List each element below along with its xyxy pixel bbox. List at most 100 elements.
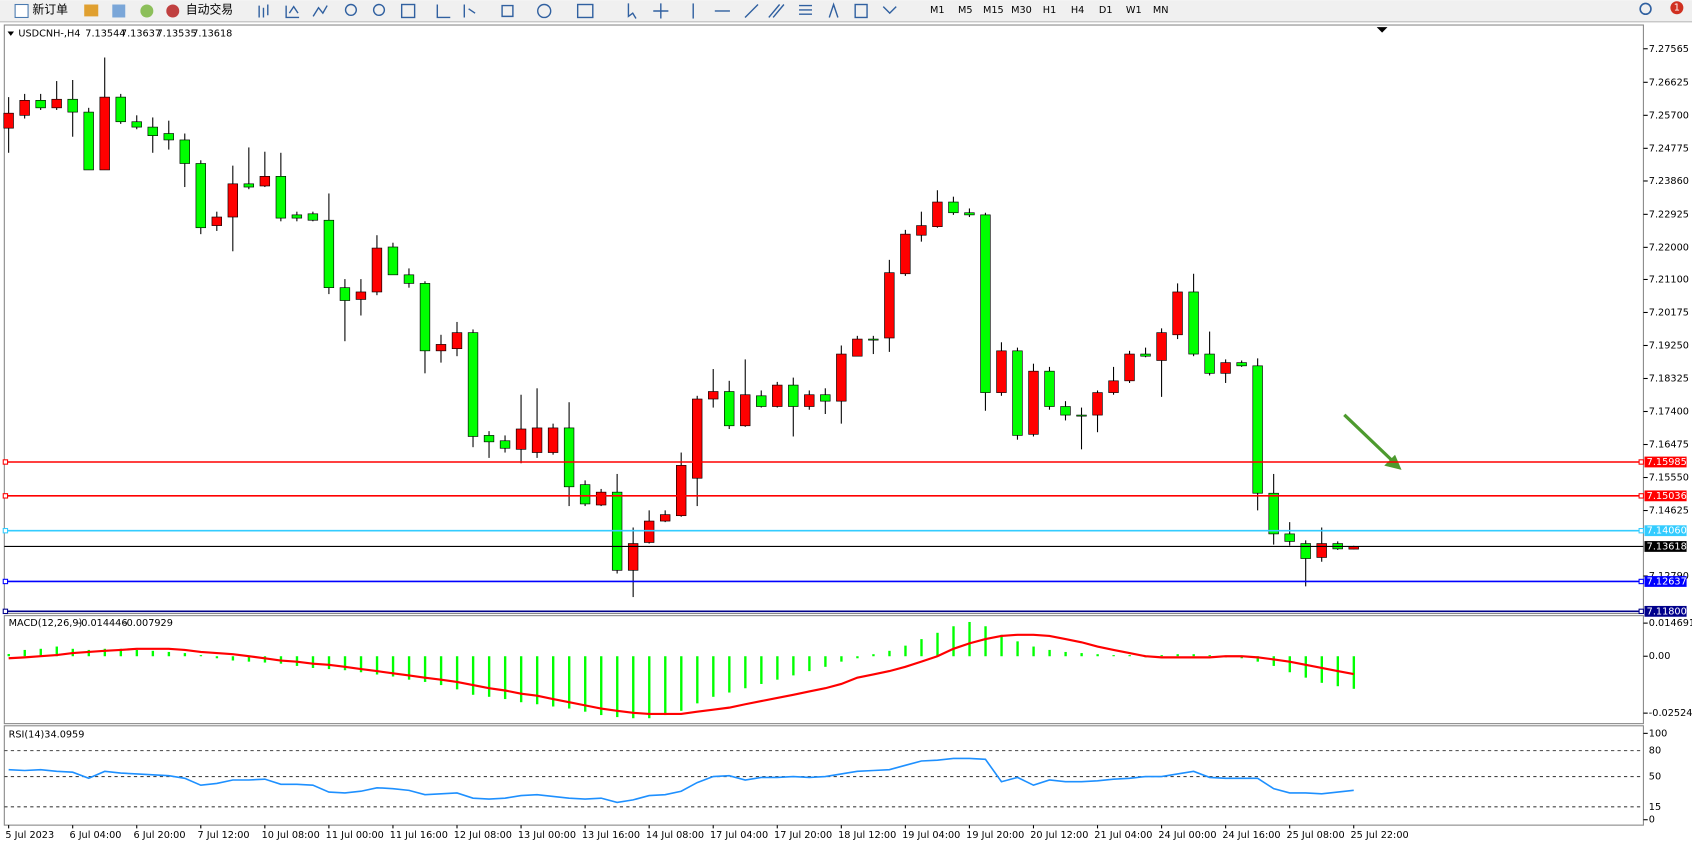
macd-bar (824, 656, 827, 667)
level-handle (2, 608, 9, 615)
toolbar-icon[interactable] (140, 4, 154, 18)
toolbar-icon[interactable] (112, 4, 126, 18)
candle-body (1300, 543, 1311, 559)
level-label-bg (1644, 525, 1687, 537)
x-tick-label: 11 Jul 16:00 (390, 830, 448, 841)
macd-bar (1080, 653, 1083, 657)
candle-body (403, 274, 415, 284)
level-label: 7.12637 (1647, 576, 1687, 587)
macd-bar (343, 656, 347, 671)
level-label-bg (1644, 605, 1687, 617)
candle-body (1204, 353, 1215, 374)
x-tick-label: 19 Jul 04:00 (902, 830, 960, 841)
candle-body (724, 391, 735, 427)
macd-bar (23, 649, 26, 657)
y-tick-label: 80 (1649, 746, 1661, 757)
level-handle (2, 578, 9, 585)
macd-bar (135, 649, 139, 657)
macd-bar (1208, 655, 1211, 657)
candle-body (1044, 370, 1055, 407)
macd-bar (455, 656, 459, 690)
macd-bar (840, 656, 843, 662)
y-tick-label: 50 (1649, 772, 1661, 783)
candle-body (1124, 353, 1135, 382)
macd-bar (952, 626, 955, 657)
macd-bar (888, 650, 891, 657)
timeframe-button[interactable]: W1 (1126, 5, 1142, 16)
drawing-tools[interactable] (258, 2, 897, 19)
y-tick-label: 0.00 (1649, 651, 1671, 662)
y-tick-label: 7.17400 (1649, 407, 1689, 418)
macd-bar (327, 656, 331, 670)
level-handle (1638, 578, 1644, 585)
candle-body (115, 96, 126, 123)
new-order-button[interactable]: 新订单 (32, 2, 68, 16)
auto-trading-button[interactable]: 自动交易 (186, 2, 233, 16)
macd-bar (1320, 656, 1323, 683)
search-icon[interactable] (1639, 2, 1652, 16)
candle-body (147, 126, 158, 136)
macd-bar (744, 656, 747, 689)
x-tick-label: 6 Jul 04:00 (69, 830, 121, 841)
timeframe-button[interactable]: D1 (1099, 5, 1113, 16)
macd-bar (968, 621, 971, 657)
timeframe-button[interactable]: H1 (1043, 5, 1056, 16)
y-tick-label: 100 (1649, 728, 1668, 739)
y-tick-label: 0.014691 (1649, 618, 1692, 629)
candle-body (323, 219, 335, 289)
macd-bar (39, 648, 42, 657)
macd-bar (1352, 656, 1356, 689)
toolbar-icon[interactable] (84, 4, 99, 17)
candle-body (1156, 332, 1167, 361)
macd-bar (1272, 656, 1275, 666)
macd-bar (247, 656, 251, 662)
macd-panel (3, 615, 1644, 725)
level-handle (1638, 527, 1644, 534)
macd-value: -0.014446 (78, 618, 128, 629)
auto-trading-icon[interactable] (166, 4, 180, 18)
macd-bar (103, 648, 107, 657)
candle-body (788, 384, 799, 407)
candle-body (499, 440, 511, 449)
macd-bar (1048, 649, 1051, 657)
candle-body (1092, 392, 1103, 416)
timeframe-button[interactable]: MN (1153, 5, 1169, 16)
rsi-value: 34.0959 (44, 729, 84, 740)
timeframe-button[interactable]: M5 (958, 5, 973, 16)
y-tick-label: 7.22000 (1649, 242, 1689, 253)
macd-bar (55, 646, 58, 657)
macd-bar (792, 656, 795, 676)
rsi-panel (3, 725, 1644, 826)
x-tick-label: 24 Jul 00:00 (1158, 830, 1216, 841)
new-order-icon[interactable] (14, 3, 29, 19)
candle-body (740, 394, 751, 427)
macd-bar (151, 650, 155, 657)
candle-body (820, 394, 831, 402)
candle-body (692, 398, 703, 479)
timeframe-button[interactable]: H4 (1071, 5, 1084, 16)
y-tick-label: 7.19250 (1649, 340, 1689, 351)
candle-body (371, 247, 383, 293)
candle-body (1236, 362, 1247, 367)
candle-body (355, 291, 367, 300)
x-tick-label: 11 Jul 00:00 (326, 830, 384, 841)
timeframe-button[interactable]: M1 (930, 5, 945, 16)
macd-bar (519, 656, 523, 703)
timeframe-button[interactable]: M15 (983, 5, 1004, 16)
candle-body (836, 353, 847, 402)
candle-body (996, 350, 1007, 393)
candle-body (1188, 291, 1199, 355)
macd-bar (423, 656, 427, 682)
candle-body (964, 212, 975, 216)
timeframe-button[interactable]: M30 (1011, 5, 1032, 16)
notification-badge[interactable] (1670, 1, 1684, 15)
candle-body (531, 427, 543, 453)
candle-body (243, 183, 255, 188)
x-tick-label: 13 Jul 00:00 (518, 830, 576, 841)
macd-bar (920, 639, 923, 657)
level-handle (2, 459, 9, 465)
x-tick-label: 17 Jul 20:00 (774, 830, 832, 841)
candle-body (676, 465, 687, 517)
candle-body (1108, 380, 1119, 393)
